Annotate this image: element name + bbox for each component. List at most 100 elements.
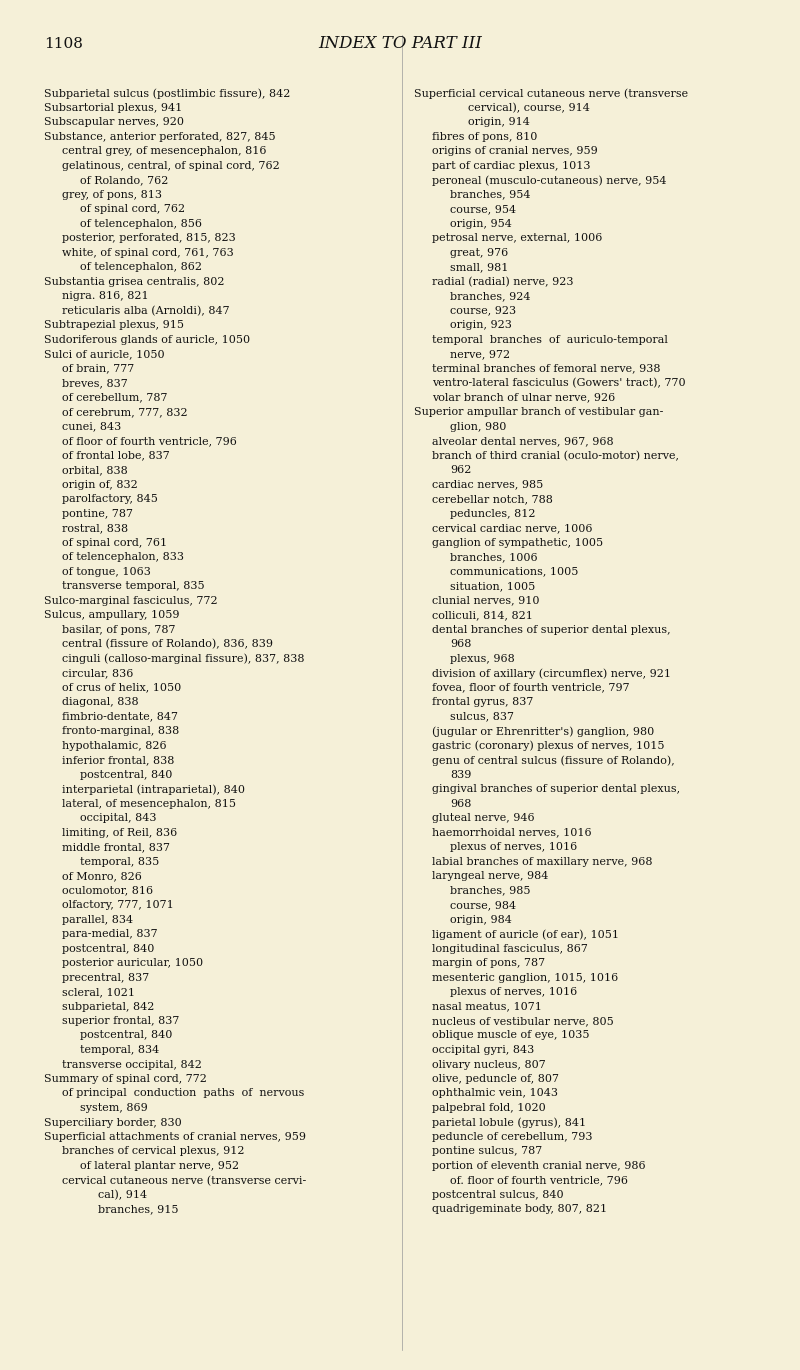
Text: nerve, 972: nerve, 972: [450, 349, 510, 359]
Text: sulcus, 837: sulcus, 837: [450, 711, 514, 722]
Text: palpebral fold, 1020: palpebral fold, 1020: [432, 1103, 546, 1112]
Text: fimbrio-dentate, 847: fimbrio-dentate, 847: [62, 711, 178, 722]
Text: of cerebellum, 787: of cerebellum, 787: [62, 392, 167, 403]
Text: grey, of pons, 813: grey, of pons, 813: [62, 189, 162, 200]
Text: gingival branches of superior dental plexus,: gingival branches of superior dental ple…: [432, 784, 680, 795]
Text: superior frontal, 837: superior frontal, 837: [62, 1017, 179, 1026]
Text: Superior ampullar branch of vestibular gan-: Superior ampullar branch of vestibular g…: [414, 407, 663, 416]
Text: temporal, 834: temporal, 834: [80, 1045, 159, 1055]
Text: branches, 1006: branches, 1006: [450, 552, 538, 562]
Text: fovea, floor of fourth ventricle, 797: fovea, floor of fourth ventricle, 797: [432, 682, 630, 692]
Text: Substantia grisea centralis, 802: Substantia grisea centralis, 802: [44, 277, 225, 286]
Text: Sulco-marginal fasciculus, 772: Sulco-marginal fasciculus, 772: [44, 596, 218, 606]
Text: pontine sulcus, 787: pontine sulcus, 787: [432, 1147, 542, 1156]
Text: Subscapular nerves, 920: Subscapular nerves, 920: [44, 116, 184, 127]
Text: temporal, 835: temporal, 835: [80, 856, 159, 866]
Text: origin, 954: origin, 954: [450, 218, 512, 229]
Text: white, of spinal cord, 761, 763: white, of spinal cord, 761, 763: [62, 248, 234, 258]
Text: genu of central sulcus (fissure of Rolando),: genu of central sulcus (fissure of Rolan…: [432, 755, 674, 766]
Text: of brain, 777: of brain, 777: [62, 363, 134, 374]
Text: posterior, perforated, 815, 823: posterior, perforated, 815, 823: [62, 233, 236, 242]
Text: basilar, of pons, 787: basilar, of pons, 787: [62, 625, 175, 634]
Text: cervical cardiac nerve, 1006: cervical cardiac nerve, 1006: [432, 523, 593, 533]
Text: peduncles, 812: peduncles, 812: [450, 508, 535, 518]
Text: dental branches of superior dental plexus,: dental branches of superior dental plexu…: [432, 625, 670, 634]
Text: postcentral, 840: postcentral, 840: [80, 770, 172, 780]
Text: of spinal cord, 761: of spinal cord, 761: [62, 537, 167, 548]
Text: subparietal, 842: subparietal, 842: [62, 1001, 154, 1011]
Text: interparietal (intraparietal), 840: interparietal (intraparietal), 840: [62, 784, 245, 795]
Text: cinguli (calloso-marginal fissure), 837, 838: cinguli (calloso-marginal fissure), 837,…: [62, 653, 305, 664]
Text: gluteal nerve, 946: gluteal nerve, 946: [432, 812, 534, 823]
Text: branch of third cranial (oculo-motor) nerve,: branch of third cranial (oculo-motor) ne…: [432, 451, 679, 460]
Text: fronto-marginal, 838: fronto-marginal, 838: [62, 726, 179, 736]
Text: Sulcus, ampullary, 1059: Sulcus, ampullary, 1059: [44, 610, 179, 621]
Text: division of axillary (circumflex) nerve, 921: division of axillary (circumflex) nerve,…: [432, 669, 671, 678]
Text: parolfactory, 845: parolfactory, 845: [62, 495, 158, 504]
Text: origin of, 832: origin of, 832: [62, 479, 138, 489]
Text: lateral, of mesencephalon, 815: lateral, of mesencephalon, 815: [62, 799, 236, 808]
Text: parietal lobule (gyrus), 841: parietal lobule (gyrus), 841: [432, 1118, 586, 1128]
Text: longitudinal fasciculus, 867: longitudinal fasciculus, 867: [432, 944, 588, 954]
Text: nasal meatus, 1071: nasal meatus, 1071: [432, 1001, 542, 1011]
Text: of spinal cord, 762: of spinal cord, 762: [80, 204, 185, 214]
Text: hypothalamic, 826: hypothalamic, 826: [62, 741, 166, 751]
Text: cervical), course, 914: cervical), course, 914: [468, 103, 590, 112]
Text: origin, 914: origin, 914: [468, 116, 530, 127]
Text: plexus of nerves, 1016: plexus of nerves, 1016: [450, 986, 578, 997]
Text: pontine, 787: pontine, 787: [62, 508, 133, 518]
Text: 968: 968: [450, 638, 471, 649]
Text: of telencephalon, 862: of telencephalon, 862: [80, 262, 202, 273]
Text: Subparietal sulcus (postlimbic fissure), 842: Subparietal sulcus (postlimbic fissure),…: [44, 88, 290, 99]
Text: middle frontal, 837: middle frontal, 837: [62, 843, 170, 852]
Text: small, 981: small, 981: [450, 262, 508, 273]
Text: occipital gyri, 843: occipital gyri, 843: [432, 1045, 534, 1055]
Text: of principal  conduction  paths  of  nervous: of principal conduction paths of nervous: [62, 1089, 304, 1099]
Text: plexus of nerves, 1016: plexus of nerves, 1016: [450, 843, 578, 852]
Text: breves, 837: breves, 837: [62, 378, 128, 388]
Text: situation, 1005: situation, 1005: [450, 581, 535, 590]
Text: labial branches of maxillary nerve, 968: labial branches of maxillary nerve, 968: [432, 856, 653, 866]
Text: of telencephalon, 833: of telencephalon, 833: [62, 552, 184, 562]
Text: volar branch of ulnar nerve, 926: volar branch of ulnar nerve, 926: [432, 392, 615, 403]
Text: central grey, of mesencephalon, 816: central grey, of mesencephalon, 816: [62, 147, 266, 156]
Text: branches, 985: branches, 985: [450, 885, 530, 896]
Text: branches, 954: branches, 954: [450, 189, 530, 200]
Text: origin, 984: origin, 984: [450, 915, 512, 925]
Text: diagonal, 838: diagonal, 838: [62, 697, 138, 707]
Text: great, 976: great, 976: [450, 248, 508, 258]
Text: portion of eleventh cranial nerve, 986: portion of eleventh cranial nerve, 986: [432, 1160, 646, 1171]
Text: of cerebrum, 777, 832: of cerebrum, 777, 832: [62, 407, 188, 416]
Text: of floor of fourth ventricle, 796: of floor of fourth ventricle, 796: [62, 436, 237, 447]
Text: cerebellar notch, 788: cerebellar notch, 788: [432, 495, 553, 504]
Text: Sudoriferous glands of auricle, 1050: Sudoriferous glands of auricle, 1050: [44, 334, 250, 344]
Text: branches, 924: branches, 924: [450, 290, 530, 301]
Text: orbital, 838: orbital, 838: [62, 464, 128, 475]
Text: communications, 1005: communications, 1005: [450, 567, 578, 577]
Text: origins of cranial nerves, 959: origins of cranial nerves, 959: [432, 147, 598, 156]
Text: system, 869: system, 869: [80, 1103, 148, 1112]
Text: ventro-lateral fasciculus (Gowers' tract), 770: ventro-lateral fasciculus (Gowers' tract…: [432, 378, 686, 388]
Text: Sulci of auricle, 1050: Sulci of auricle, 1050: [44, 349, 165, 359]
Text: colliculi, 814, 821: colliculi, 814, 821: [432, 610, 533, 621]
Text: of tongue, 1063: of tongue, 1063: [62, 567, 151, 577]
Text: limiting, of Reil, 836: limiting, of Reil, 836: [62, 827, 178, 837]
Text: circular, 836: circular, 836: [62, 669, 134, 678]
Text: nigra. 816, 821: nigra. 816, 821: [62, 290, 149, 301]
Text: fibres of pons, 810: fibres of pons, 810: [432, 132, 538, 141]
Text: part of cardiac plexus, 1013: part of cardiac plexus, 1013: [432, 160, 590, 170]
Text: oculomotor, 816: oculomotor, 816: [62, 885, 153, 896]
Text: plexus, 968: plexus, 968: [450, 653, 514, 663]
Text: cardiac nerves, 985: cardiac nerves, 985: [432, 479, 543, 489]
Text: course, 954: course, 954: [450, 204, 516, 214]
Text: glion, 980: glion, 980: [450, 422, 506, 432]
Text: Substance, anterior perforated, 827, 845: Substance, anterior perforated, 827, 845: [44, 132, 276, 141]
Text: central (fissure of Rolando), 836, 839: central (fissure of Rolando), 836, 839: [62, 638, 273, 649]
Text: parallel, 834: parallel, 834: [62, 915, 133, 925]
Text: peroneal (musculo-cutaneous) nerve, 954: peroneal (musculo-cutaneous) nerve, 954: [432, 175, 666, 185]
Text: Superciliary border, 830: Superciliary border, 830: [44, 1118, 182, 1128]
Text: 962: 962: [450, 464, 471, 475]
Text: cunei, 843: cunei, 843: [62, 422, 122, 432]
Text: postcentral, 840: postcentral, 840: [62, 944, 154, 954]
Text: postcentral sulcus, 840: postcentral sulcus, 840: [432, 1191, 564, 1200]
